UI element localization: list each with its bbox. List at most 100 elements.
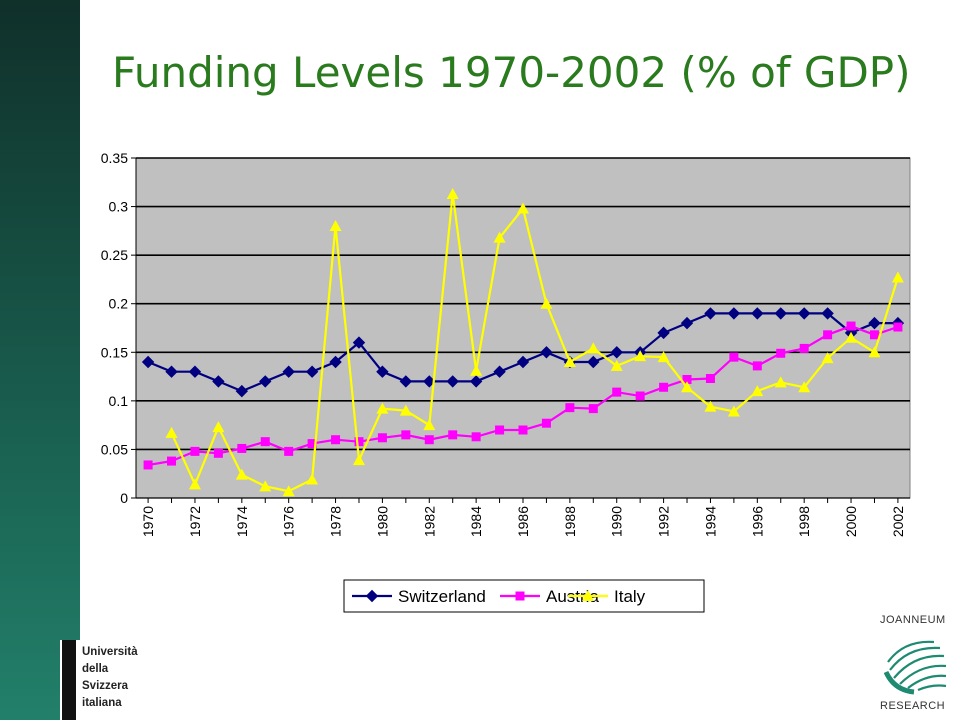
data-point-italy xyxy=(493,231,506,243)
data-point-italy xyxy=(423,419,436,431)
usi-logo-line: italiana xyxy=(82,697,122,709)
data-point-switzerland xyxy=(399,375,413,388)
data-point-switzerland xyxy=(352,336,366,349)
data-point-italy xyxy=(540,297,553,309)
data-point-italy xyxy=(704,400,717,412)
joanneum-research-logo: JOANNEUM RESEARCH xyxy=(876,612,956,716)
data-point-italy xyxy=(727,405,740,417)
data-point-switzerland xyxy=(141,355,155,369)
data-point-austria xyxy=(190,446,200,456)
y-tick-label: 0.25 xyxy=(101,247,128,263)
data-point-switzerland xyxy=(516,355,530,369)
data-point-italy xyxy=(517,202,529,214)
data-point-italy xyxy=(868,346,881,358)
x-tick-label: 1992 xyxy=(656,506,672,537)
data-point-italy xyxy=(891,271,904,283)
data-point-austria xyxy=(331,435,341,445)
x-tick-label: 1976 xyxy=(281,506,297,537)
data-point-austria xyxy=(823,330,833,340)
slide-title: Funding Levels 1970-2002 (% of GDP) xyxy=(112,48,911,97)
data-point-austria xyxy=(635,391,645,401)
x-tick-label: 1980 xyxy=(374,506,390,537)
line-chart: 0 0.05 0.1 0.15 0.2 0.25 0.3 0.35 1970 1972 1974 19… xyxy=(101,150,911,613)
data-point-italy xyxy=(259,480,272,492)
joanneum-logo-word: RESEARCH xyxy=(880,700,946,712)
data-point-italy xyxy=(681,381,694,393)
data-point-austria xyxy=(495,425,505,435)
x-tick-label: 1990 xyxy=(609,506,625,537)
side-accent-bar xyxy=(0,0,80,720)
data-point-italy xyxy=(352,454,365,466)
data-point-austria xyxy=(167,456,177,466)
x-tick-label: 1970 xyxy=(140,506,156,537)
usi-logo-text: Università della Svizzera italiana xyxy=(82,644,138,712)
data-point-austria xyxy=(541,418,551,428)
data-point-italy xyxy=(798,381,811,393)
legend-marker-switzerland xyxy=(365,589,379,603)
data-point-austria xyxy=(237,443,247,453)
x-tick-label: 1974 xyxy=(234,506,250,537)
joanneum-swirl-icon xyxy=(884,640,947,695)
data-point-switzerland xyxy=(610,346,623,359)
data-point-austria xyxy=(659,382,669,392)
data-point-austria xyxy=(307,439,317,449)
data-point-austria xyxy=(752,361,762,371)
data-point-austria xyxy=(776,348,786,358)
data-point-switzerland xyxy=(797,307,811,320)
x-tick-label: 1972 xyxy=(187,506,203,537)
data-point-switzerland xyxy=(821,307,834,320)
data-point-austria xyxy=(565,403,575,413)
x-tick-label: 2002 xyxy=(890,506,906,537)
data-point-switzerland xyxy=(282,365,295,378)
data-point-austria xyxy=(354,437,364,447)
data-point-switzerland xyxy=(329,355,342,369)
data-point-austria xyxy=(705,374,715,384)
usi-logo-line: Università xyxy=(82,646,138,658)
data-point-austria xyxy=(846,321,856,331)
data-point-austria xyxy=(893,322,903,332)
data-point-austria xyxy=(518,425,528,435)
data-point-austria xyxy=(143,460,153,470)
data-point-italy xyxy=(751,385,764,397)
legend-marker-italy xyxy=(582,590,594,601)
x-tick-label: 1986 xyxy=(515,506,531,537)
x-tick-label: 1984 xyxy=(468,506,484,537)
joanneum-logo-word: JOANNEUM xyxy=(880,614,946,626)
data-point-austria xyxy=(448,430,458,440)
legend-label-switzerland: Switzerland xyxy=(398,587,486,606)
y-tick-label: 0.15 xyxy=(101,344,128,360)
data-point-switzerland xyxy=(259,375,272,388)
data-point-switzerland xyxy=(305,365,319,378)
data-point-austria xyxy=(401,430,411,440)
data-point-italy xyxy=(306,473,319,485)
y-tick-label: 0 xyxy=(120,490,128,506)
data-point-italy xyxy=(329,220,342,231)
y-tick-label: 0.3 xyxy=(109,199,129,215)
data-point-austria xyxy=(284,446,294,456)
x-tick-label: 1982 xyxy=(421,506,437,537)
x-tick-label: 1978 xyxy=(328,506,344,537)
data-point-italy xyxy=(563,356,576,367)
data-point-italy xyxy=(657,351,670,363)
legend-label-italy: Italy xyxy=(614,587,646,606)
y-tick-label: 0.2 xyxy=(109,296,129,312)
data-point-switzerland xyxy=(751,307,764,320)
data-point-austria xyxy=(682,374,692,384)
data-point-switzerland xyxy=(446,375,459,388)
data-point-austria xyxy=(799,343,809,353)
data-point-austria xyxy=(869,330,879,340)
data-point-italy xyxy=(634,350,647,362)
legend-marker-austria xyxy=(515,591,525,601)
usi-logo-bar xyxy=(62,640,76,720)
data-point-italy xyxy=(282,485,295,497)
usi-logo-line: Svizzera xyxy=(82,680,129,692)
data-point-switzerland xyxy=(868,316,881,330)
data-point-switzerland xyxy=(657,326,670,340)
data-point-italy xyxy=(188,478,201,490)
data-point-italy xyxy=(821,352,834,364)
data-point-switzerland xyxy=(376,365,389,378)
x-tick-label: 1998 xyxy=(796,506,812,537)
data-point-switzerland xyxy=(469,375,483,388)
data-point-austria xyxy=(729,352,739,362)
usi-logo: Università della Svizzera italiana xyxy=(60,640,172,720)
